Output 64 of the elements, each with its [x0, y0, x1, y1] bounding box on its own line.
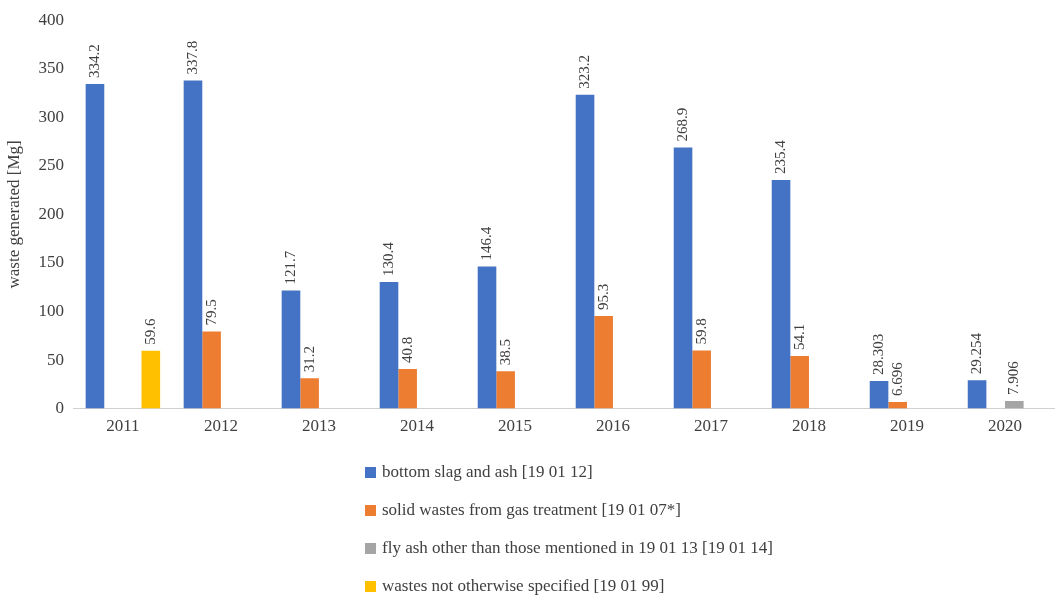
x-tick-label: 2014 — [399, 416, 435, 436]
bar — [575, 94, 595, 409]
x-tick-label: 2013 — [301, 416, 336, 436]
data-label: 146.4 — [477, 226, 494, 261]
data-label: 59.8 — [692, 318, 709, 345]
y-tick-label: 50 — [46, 349, 64, 369]
bar — [202, 331, 221, 409]
data-label: 54.1 — [790, 323, 807, 351]
legend-label: fly ash other than those mentioned in 19 01 13 [19 01 14] — [382, 538, 773, 558]
data-label: 40.8 — [398, 336, 415, 363]
y-tick-label: 100 — [38, 300, 64, 320]
y-axis-title: waste generated [Mg] — [3, 140, 23, 289]
y-tick-label: 350 — [38, 58, 64, 78]
bar — [692, 350, 711, 409]
y-tick-label: 0 — [55, 398, 64, 418]
data-label: 6.696 — [888, 361, 905, 397]
data-label: 323.2 — [575, 55, 592, 89]
data-label: 268.9 — [673, 107, 690, 142]
bar — [496, 371, 515, 409]
data-label: 121.7 — [281, 250, 298, 285]
bar — [673, 147, 693, 409]
bar — [398, 368, 417, 409]
x-tick-label: 2016 — [595, 416, 630, 436]
data-label: 337.8 — [183, 40, 200, 75]
y-tick-label: 250 — [38, 155, 64, 175]
bar — [85, 84, 105, 409]
bar — [967, 380, 987, 409]
x-tick-label: 2015 — [497, 416, 532, 436]
x-tick-label: 2012 — [203, 416, 238, 436]
bar — [594, 316, 613, 409]
data-label: 31.2 — [300, 346, 317, 373]
x-tick-label: 2018 — [791, 416, 826, 436]
bar — [183, 80, 203, 409]
y-tick-label: 300 — [38, 106, 64, 126]
bar — [300, 378, 319, 409]
x-tick-label: 2019 — [889, 416, 924, 436]
bar — [888, 402, 907, 409]
data-label: 130.4 — [379, 241, 396, 276]
x-tick-label: 2020 — [987, 416, 1022, 436]
data-label: 79.5 — [202, 299, 219, 326]
data-label: 334.2 — [85, 44, 102, 79]
legend-label: bottom slag and ash [19 01 12] — [382, 462, 593, 482]
bar — [1005, 400, 1024, 409]
y-tick-label: 150 — [38, 252, 64, 272]
bar — [379, 281, 399, 409]
data-label: 29.254 — [968, 332, 984, 375]
data-label: 7.906 — [1005, 360, 1022, 395]
bar — [477, 266, 497, 409]
data-label: 59.6 — [141, 317, 158, 345]
data-label: 235.4 — [771, 139, 788, 175]
bar — [281, 290, 301, 409]
data-label: 95.3 — [594, 283, 611, 311]
bar — [771, 180, 791, 409]
x-tick-label: 2011 — [106, 416, 140, 436]
bar — [790, 356, 809, 409]
legend-label: solid wastes from gas treatment [19 01 07*] — [382, 500, 681, 520]
y-tick-label: 400 — [38, 9, 64, 29]
legend-label: wastes not otherwise specified [19 01 99] — [382, 576, 665, 596]
data-label: 28.303 — [869, 333, 886, 376]
data-label: 38.5 — [496, 338, 513, 366]
y-tick-label: 200 — [38, 203, 64, 223]
bar — [869, 381, 889, 409]
x-tick-label: 2017 — [693, 416, 729, 436]
bar — [141, 350, 161, 409]
